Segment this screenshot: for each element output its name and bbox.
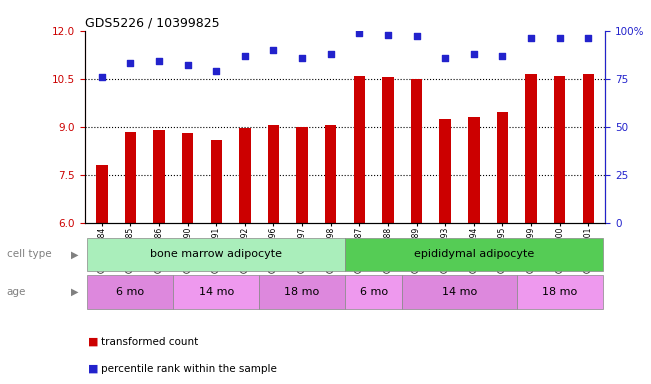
Text: ■: ■: [88, 364, 98, 374]
Point: [354, 30, 365, 36]
Text: epididymal adipocyte: epididymal adipocyte: [413, 249, 534, 260]
Text: GDS5226 / 10399825: GDS5226 / 10399825: [85, 17, 219, 30]
Bar: [583, 74, 594, 223]
Bar: [554, 76, 565, 223]
Bar: [439, 119, 451, 223]
Bar: [268, 125, 279, 223]
Text: 14 mo: 14 mo: [199, 287, 234, 297]
Text: 6 mo: 6 mo: [359, 287, 388, 297]
Bar: [296, 127, 308, 223]
Point: [96, 74, 107, 80]
Bar: [259, 275, 345, 309]
Point: [583, 35, 594, 41]
Point: [125, 60, 135, 66]
Bar: [402, 275, 517, 309]
Text: ■: ■: [88, 337, 98, 347]
Bar: [87, 238, 345, 271]
Bar: [517, 275, 603, 309]
Text: percentile rank within the sample: percentile rank within the sample: [101, 364, 277, 374]
Point: [211, 68, 221, 74]
Text: ▶: ▶: [71, 287, 79, 297]
Point: [440, 55, 450, 61]
Bar: [468, 117, 480, 223]
Point: [526, 35, 536, 41]
Bar: [96, 165, 107, 223]
Text: ▶: ▶: [71, 249, 79, 260]
Text: 14 mo: 14 mo: [442, 287, 477, 297]
Text: bone marrow adipocyte: bone marrow adipocyte: [150, 249, 283, 260]
Text: cell type: cell type: [7, 249, 51, 260]
Point: [411, 33, 422, 40]
Bar: [345, 238, 603, 271]
Bar: [325, 125, 337, 223]
Bar: [353, 76, 365, 223]
Point: [268, 47, 279, 53]
Text: transformed count: transformed count: [101, 337, 198, 347]
Point: [469, 51, 479, 57]
Bar: [182, 133, 193, 223]
Bar: [345, 275, 402, 309]
Text: 18 mo: 18 mo: [284, 287, 320, 297]
Text: 6 mo: 6 mo: [117, 287, 145, 297]
Point: [555, 35, 565, 41]
Bar: [210, 139, 222, 223]
Bar: [153, 130, 165, 223]
Bar: [411, 79, 422, 223]
Bar: [239, 128, 251, 223]
Bar: [87, 275, 173, 309]
Point: [497, 53, 508, 59]
Point: [240, 53, 250, 59]
Bar: [125, 132, 136, 223]
Bar: [382, 77, 394, 223]
Bar: [497, 113, 508, 223]
Point: [182, 62, 193, 68]
Text: age: age: [7, 287, 26, 297]
Point: [326, 51, 336, 57]
Bar: [525, 74, 537, 223]
Text: 18 mo: 18 mo: [542, 287, 577, 297]
Point: [154, 58, 164, 65]
Point: [297, 55, 307, 61]
Bar: [173, 275, 259, 309]
Point: [383, 31, 393, 38]
